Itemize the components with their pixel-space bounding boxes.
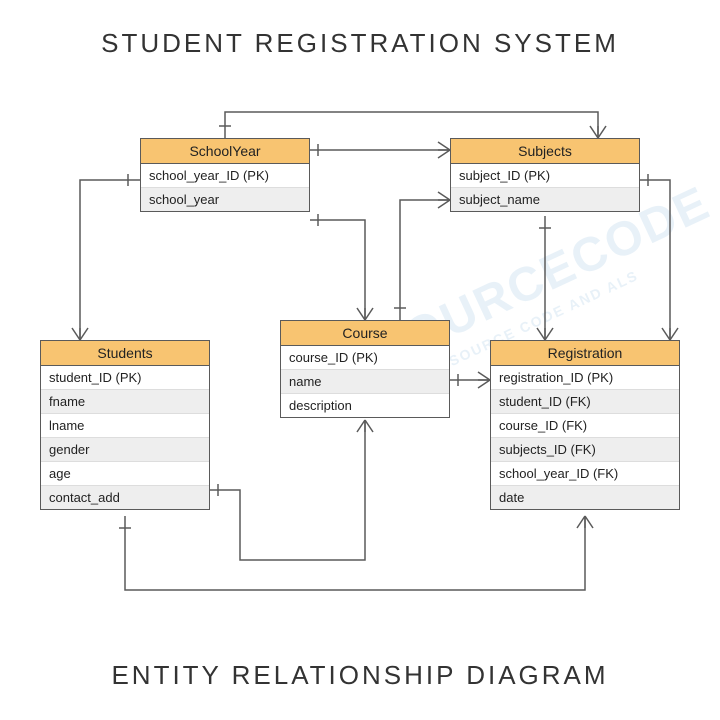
entity-schoolyear: SchoolYear school_year_ID (PK) school_ye… <box>140 138 310 212</box>
entity-row: registration_ID (PK) <box>491 366 679 390</box>
entity-header-course: Course <box>281 321 449 346</box>
entity-row: school_year_ID (FK) <box>491 462 679 486</box>
entity-row: course_ID (FK) <box>491 414 679 438</box>
entity-row: school_year_ID (PK) <box>141 164 309 188</box>
entity-header-schoolyear: SchoolYear <box>141 139 309 164</box>
entity-row: date <box>491 486 679 509</box>
entity-header-students: Students <box>41 341 209 366</box>
entity-row: subjects_ID (FK) <box>491 438 679 462</box>
entity-row: subject_name <box>451 188 639 211</box>
entity-subjects: Subjects subject_ID (PK) subject_name <box>450 138 640 212</box>
title-bottom: ENTITY RELATIONSHIP DIAGRAM <box>0 660 720 691</box>
entity-course: Course course_ID (PK) name description <box>280 320 450 418</box>
entity-students: Students student_ID (PK) fname lname gen… <box>40 340 210 510</box>
entity-row: contact_add <box>41 486 209 509</box>
entity-row: lname <box>41 414 209 438</box>
entity-row: description <box>281 394 449 417</box>
entity-row: gender <box>41 438 209 462</box>
entity-row: course_ID (PK) <box>281 346 449 370</box>
entity-header-registration: Registration <box>491 341 679 366</box>
entity-row: age <box>41 462 209 486</box>
entity-row: subject_ID (PK) <box>451 164 639 188</box>
entity-row: fname <box>41 390 209 414</box>
entity-header-subjects: Subjects <box>451 139 639 164</box>
title-top: STUDENT REGISTRATION SYSTEM <box>0 28 720 59</box>
entity-row: school_year <box>141 188 309 211</box>
entity-row: student_ID (PK) <box>41 366 209 390</box>
entity-registration: Registration registration_ID (PK) studen… <box>490 340 680 510</box>
entity-row: name <box>281 370 449 394</box>
entity-row: student_ID (FK) <box>491 390 679 414</box>
